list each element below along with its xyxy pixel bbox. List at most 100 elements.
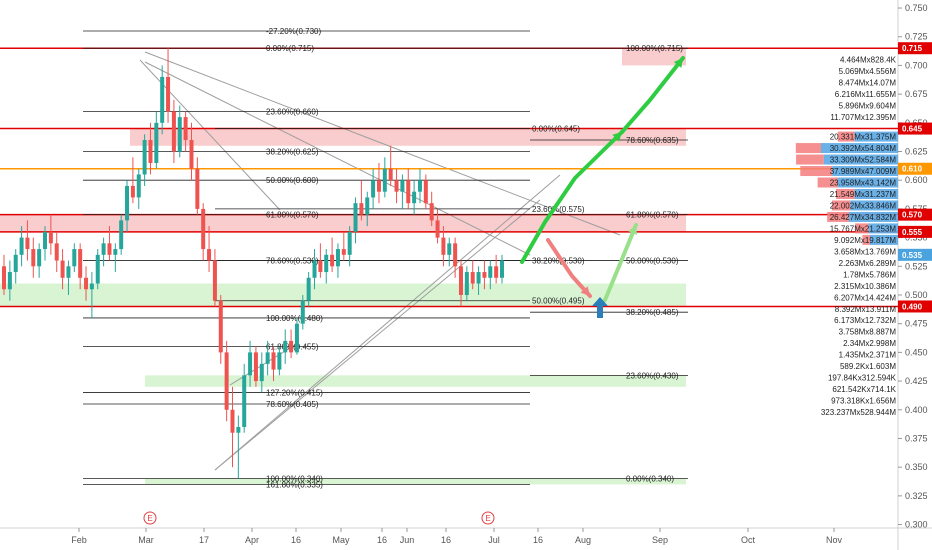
candle-body: [435, 220, 440, 238]
fib-level-label: 78.60%(0.635): [626, 136, 679, 145]
fib-level-label: 38.20%(0.530): [532, 257, 585, 266]
volume-profile-bar: [836, 188, 855, 199]
price-tag-label: 0.555: [902, 228, 923, 237]
y-tick-label: 0.700: [905, 60, 928, 70]
candle-body: [318, 260, 323, 273]
candle-body: [19, 237, 24, 255]
price-tag: [898, 300, 932, 313]
x-tick-label: Jul: [488, 535, 500, 545]
candle-body: [259, 363, 264, 382]
candle-body: [277, 352, 282, 370]
fib-level-label: 127.20%(0.415): [266, 389, 323, 398]
y-tick-label: 0.625: [905, 147, 928, 157]
x-tick-label: Nov: [826, 535, 843, 545]
x-tick-label: Sep: [652, 535, 668, 545]
fib-level-label: 61.80%(0.570): [626, 211, 679, 220]
candle-body: [89, 283, 94, 290]
candle-body: [494, 266, 499, 278]
price-tag-label: 0.490: [902, 302, 923, 311]
x-tick-label: Apr: [245, 535, 259, 545]
x-tick-label: Jun: [400, 535, 415, 545]
fib-level-label: 78.60%(0.530): [266, 257, 319, 266]
bullish-target-arrow-head: [673, 58, 683, 68]
volume-profile-label: 589.2Kx1.603M: [840, 362, 896, 371]
candle-body: [453, 243, 458, 267]
x-tick-label: May: [332, 535, 350, 545]
volume-profile-bar: [855, 223, 869, 234]
candle-body: [207, 249, 212, 261]
y-tick-label: 0.600: [905, 175, 928, 185]
volume-profile-label: 197.84Kx312.594K: [828, 374, 897, 383]
candle-body: [60, 260, 65, 278]
volume-profile-label: 1.78Mx5.786M: [843, 270, 896, 279]
candle-body: [113, 249, 118, 255]
volume-profile-label: 15.767Mx21.253M: [830, 224, 897, 233]
bullish-path-arrow: [520, 130, 624, 264]
price-tag: [898, 162, 932, 175]
candle-body: [376, 180, 381, 192]
candle-body: [470, 272, 475, 284]
bullish-target-arrow: [620, 56, 685, 134]
volume-profile-bar: [800, 166, 833, 177]
earnings-event-icon: [143, 511, 157, 525]
volume-profile-label: 9.092Mx19.817M: [834, 236, 896, 245]
fib-level-label: 0.00%(0.645): [532, 125, 580, 134]
volume-profile-label: 6.207Mx14.424M: [834, 293, 896, 302]
y-tick-label: 0.450: [905, 347, 928, 357]
bearish-path-arrow: [546, 238, 592, 298]
candle-body: [125, 185, 130, 221]
candle-body: [406, 180, 411, 204]
fib-level-label: 100.00%(0.340): [266, 475, 323, 484]
y-tick-label: 0.325: [905, 491, 928, 501]
fib-level-label: 50.00%(0.495): [532, 297, 585, 306]
candle-body: [353, 203, 358, 232]
candle-body: [271, 352, 276, 370]
x-tick-label: 16: [441, 535, 451, 545]
earnings-event-icon: [481, 511, 495, 525]
candle-body: [177, 117, 182, 152]
candle-body: [25, 237, 30, 250]
candle-body: [265, 352, 270, 364]
y-tick-label: 0.675: [905, 89, 928, 99]
y-tick-label: 0.725: [905, 32, 928, 42]
price-tag: [898, 42, 932, 55]
price-tag-label: 0.645: [902, 125, 923, 134]
volume-profile-label: 11.707Mx12.395M: [830, 113, 896, 122]
volume-profile-label: 2.315Mx10.386M: [834, 282, 896, 291]
volume-profile-bar: [837, 131, 855, 142]
volume-profile-label: 8.392Mx13.911M: [835, 305, 897, 314]
price-tag-label: 0.535: [902, 251, 923, 260]
candle-body: [37, 249, 42, 267]
volume-profile-label: 23.958Mx43.142M: [830, 179, 897, 188]
volume-profile-bar: [868, 223, 898, 234]
candle-body: [107, 243, 112, 255]
candle-body: [400, 180, 405, 192]
y-tick-label: 0.400: [905, 405, 928, 415]
red-zone: [0, 214, 686, 232]
candle-body: [119, 220, 124, 250]
candle-body: [148, 140, 153, 163]
candle-body: [136, 174, 141, 198]
volume-profile-bar: [862, 234, 870, 245]
volume-profile-bar: [817, 177, 838, 188]
candle-body: [78, 249, 83, 278]
candle-body: [371, 180, 376, 198]
red-zone: [622, 48, 686, 66]
candle-body: [464, 272, 469, 295]
candle-body: [224, 352, 229, 410]
candle-body: [394, 180, 399, 192]
fib-level-label: 38.20%(0.625): [266, 148, 319, 157]
candle-body: [458, 266, 463, 295]
bullish-path-arrow-head: [612, 132, 622, 142]
candle-body: [95, 254, 100, 284]
candle-body: [330, 254, 335, 267]
volume-profile-label: 37.989Mx47.009M: [830, 167, 897, 176]
volume-profile-label: 6.216Mx11.655M: [835, 90, 897, 99]
candle-body: [171, 111, 176, 152]
candle-body: [500, 260, 504, 278]
volume-profile-bar: [831, 200, 851, 211]
volume-profile-label: 2.34Mx2.998M: [843, 339, 896, 348]
volume-profile-bar: [821, 143, 898, 154]
candle-body: [253, 352, 258, 382]
candle-body: [341, 249, 346, 255]
